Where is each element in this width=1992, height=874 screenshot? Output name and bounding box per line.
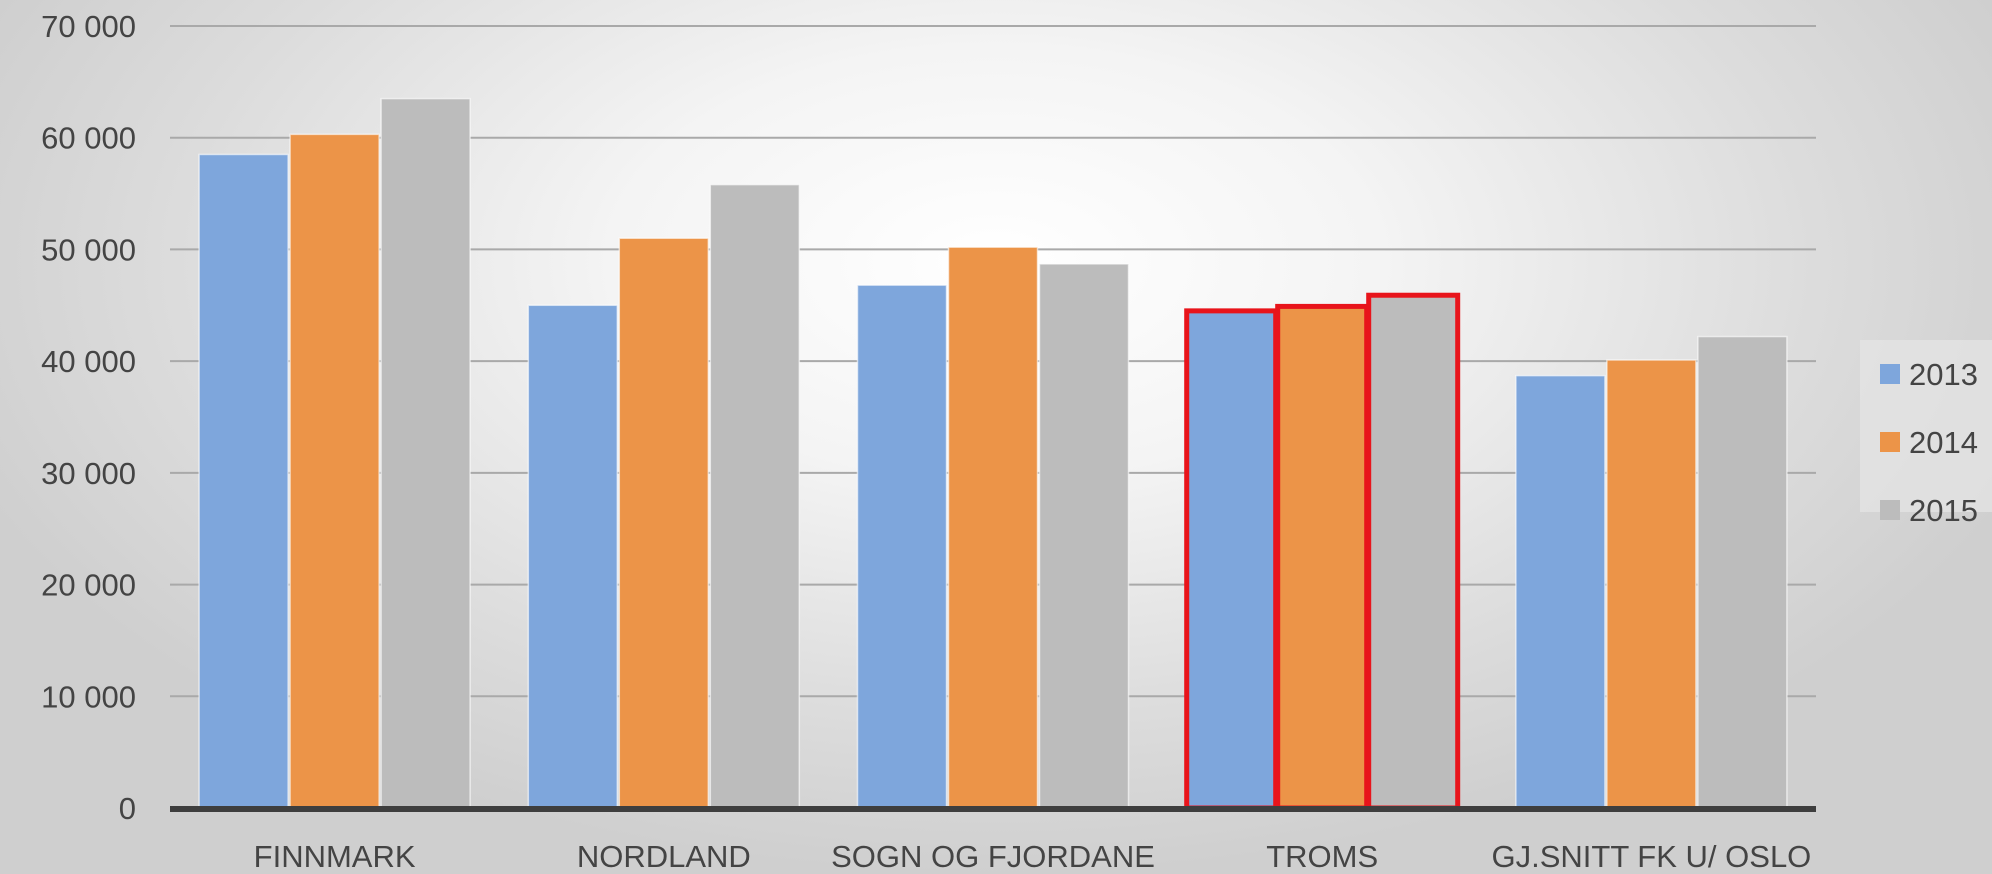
bar-sogn-og-fjordane-2014 [947,246,1039,809]
bar-nordland-2014 [618,237,710,809]
legend-swatch-2015 [1880,500,1900,520]
bars [198,97,1788,811]
bar-finnmark-2015 [380,97,471,809]
y-tick-label: 60 000 [41,121,136,156]
category-label: GJ.SNITT FK U/ OSLO [1491,839,1811,874]
y-tick-label: 50 000 [41,232,136,267]
bar-gj-snitt-fk-u-oslo-2014 [1606,359,1697,809]
legend-label-2014: 2014 [1909,425,1978,460]
bar-nordland-2013 [527,304,619,809]
bar-troms-2015 [1366,292,1461,811]
x-axis-category-labels: FINNMARK NORDLAND SOGN OG FJORDANE TROMS GJ.… [254,839,1812,874]
bar-troms-2013 [1184,308,1279,811]
bar-troms-2014 [1275,303,1370,811]
legend-label-2015: 2015 [1909,493,1978,528]
category-label: NORDLAND [577,839,751,874]
bar-finnmark-2013 [198,153,289,809]
legend: 2013 2014 2015 [1860,340,1992,528]
y-tick-label: 40 000 [41,344,136,379]
bar-sogn-og-fjordane-2013 [856,284,948,809]
bar-finnmark-2014 [289,133,380,809]
y-axis-tick-labels: 0 10 000 20 000 30 000 40 000 50 000 60 000 70 … [41,9,136,826]
bar-gj-snitt-fk-u-oslo-2013 [1515,374,1606,809]
y-tick-label: 20 000 [41,568,136,603]
legend-swatch-2013 [1880,364,1900,384]
bar-gj-snitt-fk-u-oslo-2015 [1697,335,1788,809]
category-label: TROMS [1266,839,1378,874]
legend-swatch-2014 [1880,432,1900,452]
bar-nordland-2015 [709,183,801,809]
y-tick-label: 30 000 [41,456,136,491]
bar-sogn-og-fjordane-2015 [1038,263,1130,809]
category-label: FINNMARK [254,839,416,874]
y-tick-label: 10 000 [41,679,136,714]
legend-label-2013: 2013 [1909,357,1978,392]
category-label: SOGN OG FJORDANE [831,839,1155,874]
y-tick-label: 0 [119,791,136,826]
y-tick-label: 70 000 [41,9,136,44]
